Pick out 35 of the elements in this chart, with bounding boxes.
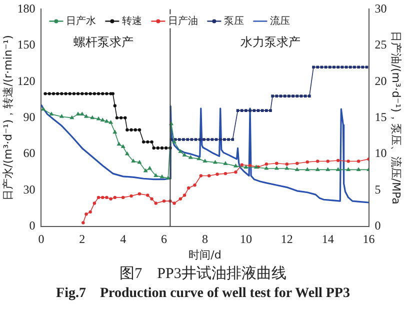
y-tick-label: 120 [17,74,36,88]
y2-tick-label: 15 [374,110,387,124]
legend-label: 流压 [270,14,290,27]
x-tick-label: 14 [322,232,334,246]
annotation: 水力泵求产 [240,35,301,50]
text: Fig.7 Production curve of well test for Well PP3 [55,285,351,302]
text: 图7 PP3井试油排液曲线 [118,264,288,283]
x-tick-label: 8 [202,232,208,246]
x-axis-title: 时间/d [188,248,222,262]
y-tick-label: 90 [23,110,36,124]
y2-tick-label: 5 [374,182,381,196]
x-tick-label: 6 [161,232,168,246]
y-tick-label: 60 [23,146,36,160]
y-tick-label: 180 [17,1,36,16]
y-axis-title: 日产水/(m³·d⁻¹)，转速/(r·min⁻¹) [1,35,14,200]
legend-label: 转速 [122,14,142,27]
x-tick-label: 12 [280,232,293,246]
y2-axis-title: 日产油/(m³·d⁻¹)，泵压、流压/MPa [390,31,403,204]
annotation: 螺杆泵求产 [73,35,134,50]
x-tick-label: 2 [79,232,86,246]
y2-tick-label: 30 [374,1,387,16]
y2-tick-label: 0 [374,218,381,233]
x-tick-label: 4 [120,232,126,246]
y-tick-label: 0 [29,218,36,233]
x-tick-label: 10 [240,232,252,246]
x-tick-label: 0 [38,232,44,246]
legend-label: 日产水 [66,14,96,27]
x-tick-label: 16 [362,232,375,246]
legend-label: 泵压 [224,16,244,27]
legend-label: 日产油 [168,14,198,27]
y-tick-label: 30 [23,182,36,196]
y2-tick-label: 10 [374,146,387,160]
y2-tick-label: 20 [374,74,387,88]
y2-tick-label: 25 [374,38,387,52]
y-tick-label: 150 [17,38,36,52]
